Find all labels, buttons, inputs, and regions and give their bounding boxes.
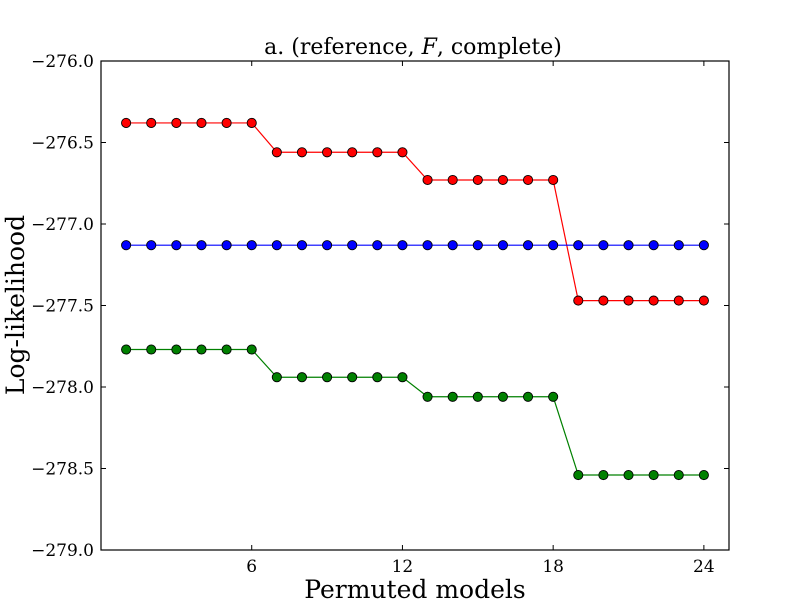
series-1-point xyxy=(673,295,684,306)
series-1-point xyxy=(472,174,483,186)
series-2-point xyxy=(146,240,157,251)
series-2-point xyxy=(497,240,508,251)
x-tick-label: 18 xyxy=(542,557,564,577)
series-3-line xyxy=(126,348,704,476)
x-tick-label: 6 xyxy=(246,557,257,577)
series-1-point xyxy=(296,147,308,158)
series-2-point xyxy=(397,240,408,251)
series-3-point xyxy=(447,391,458,402)
series-1-point xyxy=(196,117,207,128)
series-1-point xyxy=(598,295,609,306)
series-2-point xyxy=(296,240,308,251)
series-1-point xyxy=(397,147,408,158)
series-1-point xyxy=(246,117,257,128)
x-axis-ticks: 6 12 18 24 xyxy=(246,61,715,577)
series-3-point xyxy=(221,344,232,355)
series-3-point xyxy=(271,372,282,383)
x-tick-label: 24 xyxy=(693,557,715,577)
series-2-point xyxy=(623,240,634,251)
chart-title: a. (reference, F, complete) xyxy=(264,35,562,60)
y-axis-ticks: −276.0 −276.5 −277.0 −277.5 −278.0 −278.5 −279… xyxy=(31,52,729,561)
series-2-point xyxy=(271,240,282,251)
series-3-point xyxy=(573,469,584,481)
series-1-point xyxy=(648,295,659,306)
series-3-point xyxy=(397,372,408,383)
series-2-point xyxy=(347,240,358,251)
y-tick-label: −277.0 xyxy=(31,215,94,235)
series-1-line xyxy=(126,122,704,302)
series-3-point xyxy=(146,344,157,355)
series-1-point xyxy=(372,147,383,158)
series-1-point xyxy=(522,174,534,186)
y-axis-title: Log-likelihood xyxy=(1,215,30,395)
series-3-point xyxy=(698,469,709,481)
series-3-point xyxy=(522,391,534,402)
x-tick-label: 12 xyxy=(392,557,414,577)
x-axis-title: Permuted models xyxy=(304,575,525,604)
series-3-point xyxy=(246,344,257,355)
series-3-point xyxy=(648,469,659,481)
series-2-point xyxy=(121,240,132,251)
series-3-point xyxy=(196,344,207,355)
series-2-point xyxy=(221,240,232,251)
series-2-point xyxy=(171,240,182,251)
series-2-point xyxy=(472,240,483,251)
plot-frame xyxy=(100,60,730,551)
y-tick-label: −279.0 xyxy=(31,541,94,561)
series-1-point xyxy=(497,174,508,186)
series-3-point xyxy=(296,372,308,383)
series-1 xyxy=(121,117,709,306)
y-tick-label: −276.0 xyxy=(31,52,94,72)
series-1-point xyxy=(271,147,282,158)
series-2-point xyxy=(246,240,257,251)
series-2-point xyxy=(598,240,609,251)
series-1-point xyxy=(221,117,232,128)
series-2-point xyxy=(648,240,659,251)
series-1-point xyxy=(422,174,433,186)
series-1-point xyxy=(623,295,634,306)
series-2-point xyxy=(522,240,534,251)
series-3-point xyxy=(322,372,333,383)
series-2-point xyxy=(422,240,433,251)
chart-title-italic: F xyxy=(421,35,438,60)
series-1-point xyxy=(447,174,458,186)
series-3-point xyxy=(372,372,383,383)
series-2-point xyxy=(196,240,207,251)
series-3-point xyxy=(121,344,132,355)
series-2 xyxy=(121,240,709,251)
series-3-point xyxy=(598,469,609,481)
plot-series xyxy=(121,117,709,481)
series-1-point xyxy=(121,117,132,128)
y-tick-label: −278.5 xyxy=(31,460,94,480)
series-3-point xyxy=(171,344,182,355)
series-1-point xyxy=(347,147,358,158)
series-1-point xyxy=(322,147,333,158)
series-2-point xyxy=(573,240,584,251)
series-2-point xyxy=(322,240,333,251)
series-3-point xyxy=(422,391,433,402)
chart-title-prefix: a. (reference, xyxy=(264,35,421,60)
y-tick-label: −276.5 xyxy=(31,134,94,154)
series-3-point xyxy=(623,469,634,481)
y-tick-label: −277.5 xyxy=(31,297,94,317)
series-2-point xyxy=(372,240,383,251)
series-3-point xyxy=(497,391,508,402)
series-1-point xyxy=(698,295,709,306)
series-2-point xyxy=(548,240,559,251)
series-1-point xyxy=(573,295,584,306)
series-1-point xyxy=(171,117,182,128)
series-2-point xyxy=(447,240,458,251)
series-3-point xyxy=(472,391,483,402)
series-3-point xyxy=(673,469,684,481)
y-tick-label: −278.0 xyxy=(31,378,94,398)
series-2-point xyxy=(673,240,684,251)
series-1-point xyxy=(146,117,157,128)
chart-title-suffix: , complete) xyxy=(437,35,562,60)
series-3 xyxy=(121,344,709,481)
series-3-point xyxy=(347,372,358,383)
series-1-point xyxy=(548,174,559,186)
series-2-point xyxy=(698,240,709,251)
series-3-point xyxy=(548,391,559,402)
